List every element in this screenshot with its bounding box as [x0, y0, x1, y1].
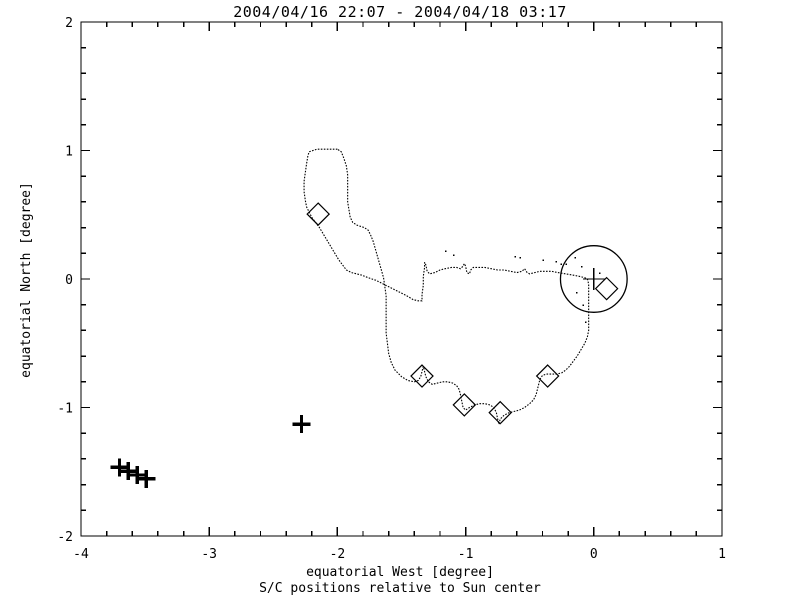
diamond-marker — [306, 202, 331, 226]
x-tick-label: 1 — [718, 547, 726, 562]
diamond-marker — [535, 364, 560, 388]
plot-subtitle: S/C positions relative to Sun center — [259, 581, 541, 596]
speckle-point — [445, 250, 447, 253]
x-axis-tick-labels: -4 -3 -2 -1 0 1 — [73, 547, 726, 562]
speckle-point — [565, 263, 568, 266]
x-tick-label: -1 — [458, 547, 474, 562]
speckle-point — [598, 272, 601, 275]
sun-disk — [559, 245, 628, 313]
y-tick-label: 1 — [65, 145, 73, 160]
x-axis-ticks — [80, 22, 723, 536]
y-axis-ticks — [81, 21, 722, 537]
diamond-marker — [410, 364, 434, 388]
diamond-markers — [306, 202, 619, 425]
y-tick-label: -2 — [57, 530, 73, 545]
x-tick-label: -3 — [201, 547, 217, 562]
speckle-point — [452, 254, 455, 257]
y-tick-label: 0 — [65, 273, 73, 288]
x-axis-label: equatorial West [degree] — [306, 565, 494, 580]
speckle-point — [519, 257, 521, 259]
speckle-point — [575, 291, 578, 294]
speckle-point — [560, 263, 562, 266]
speckle-point — [582, 304, 584, 307]
speckle-point — [580, 266, 583, 268]
speckle-point — [555, 261, 557, 263]
diamond-marker — [488, 400, 513, 425]
speckle-point — [574, 257, 577, 259]
plus-markers — [110, 268, 605, 488]
x-tick-label: -2 — [330, 547, 346, 562]
x-tick-label: -4 — [73, 547, 89, 562]
y-tick-label: -1 — [57, 402, 73, 417]
x-tick-label: 0 — [590, 547, 598, 562]
speckle-point — [514, 255, 516, 258]
y-tick-label: 2 — [65, 16, 73, 31]
diamond-marker — [594, 276, 619, 301]
speckle-point — [542, 259, 545, 262]
speckle-point — [584, 321, 587, 323]
y-axis-label: equatorial North [degree] — [19, 182, 34, 378]
data-series-track — [303, 148, 590, 425]
sun-disk-circle — [559, 245, 628, 313]
track-path-spacecraft-track — [303, 148, 590, 425]
diamond-marker — [452, 393, 477, 417]
y-axis-tick-labels: -2 -1 0 1 2 — [57, 16, 73, 545]
scattered-points — [445, 250, 601, 323]
plot-title: 2004/04/16 22:07 - 2004/04/18 03:17 — [233, 3, 567, 21]
